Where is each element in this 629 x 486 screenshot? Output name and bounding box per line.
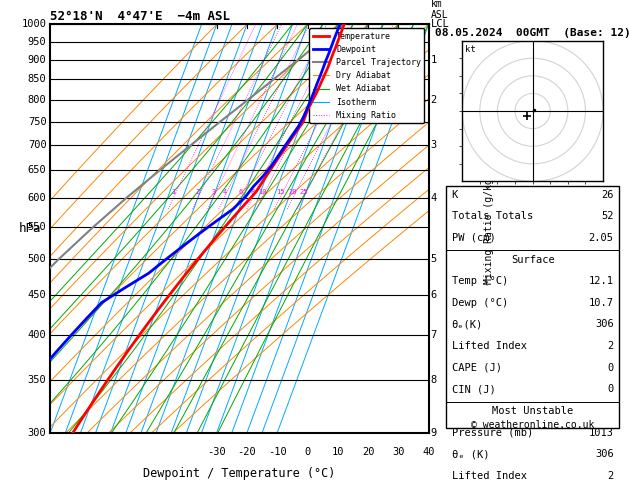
Text: 3: 3	[430, 140, 437, 150]
Text: -10: -10	[268, 447, 287, 457]
Text: Most Unstable: Most Unstable	[492, 406, 573, 416]
Text: K: K	[452, 190, 458, 200]
Text: CAPE (J): CAPE (J)	[452, 363, 501, 373]
Text: θₑ (K): θₑ (K)	[452, 449, 489, 459]
Text: θₑ(K): θₑ(K)	[452, 319, 483, 330]
Text: 20: 20	[362, 447, 374, 457]
Text: 0: 0	[608, 384, 614, 394]
Text: 52: 52	[601, 211, 614, 221]
Text: -30: -30	[208, 447, 226, 457]
Text: 20: 20	[289, 190, 298, 195]
Text: 52°18'N  4°47'E  −4m ASL: 52°18'N 4°47'E −4m ASL	[50, 10, 230, 23]
Text: 750: 750	[28, 117, 47, 127]
Text: 15: 15	[276, 190, 284, 195]
Text: 2: 2	[196, 190, 200, 195]
Text: CIN (J): CIN (J)	[452, 384, 495, 394]
Text: 25: 25	[299, 190, 308, 195]
Text: 10: 10	[331, 447, 344, 457]
Text: 0: 0	[304, 447, 311, 457]
Text: 550: 550	[28, 222, 47, 232]
Text: 08.05.2024  00GMT  (Base: 12): 08.05.2024 00GMT (Base: 12)	[435, 28, 629, 38]
Legend: Temperature, Dewpoint, Parcel Trajectory, Dry Adiabat, Wet Adiabat, Isotherm, Mi: Temperature, Dewpoint, Parcel Trajectory…	[309, 29, 425, 123]
Text: 6: 6	[430, 290, 437, 300]
Text: Mixing Ratio (g/kg): Mixing Ratio (g/kg)	[484, 173, 494, 284]
Text: 2.05: 2.05	[589, 233, 614, 243]
Text: 9: 9	[430, 428, 437, 437]
Text: hPa: hPa	[18, 222, 41, 235]
Text: 1: 1	[172, 190, 175, 195]
Text: Lifted Index: Lifted Index	[452, 471, 526, 481]
Text: 10.7: 10.7	[589, 298, 614, 308]
Text: 350: 350	[28, 375, 47, 385]
Text: 650: 650	[28, 165, 47, 175]
Text: 850: 850	[28, 74, 47, 85]
Text: 7: 7	[430, 330, 437, 340]
Text: Pressure (mb): Pressure (mb)	[452, 428, 533, 437]
Text: 4: 4	[430, 192, 437, 203]
Text: 6: 6	[238, 190, 243, 195]
Text: -20: -20	[238, 447, 257, 457]
Text: 8: 8	[430, 375, 437, 385]
Text: 0: 0	[608, 363, 614, 373]
Text: 450: 450	[28, 290, 47, 300]
Text: kt: kt	[465, 45, 476, 54]
Text: 306: 306	[595, 449, 614, 459]
Text: km
ASL: km ASL	[430, 0, 448, 20]
Text: 300: 300	[28, 428, 47, 437]
Text: 5: 5	[430, 254, 437, 264]
Text: PW (cm): PW (cm)	[452, 233, 495, 243]
Text: 26: 26	[601, 190, 614, 200]
Text: Lifted Index: Lifted Index	[452, 341, 526, 351]
Text: Totals Totals: Totals Totals	[452, 211, 533, 221]
Text: 306: 306	[595, 319, 614, 330]
Text: 1000: 1000	[21, 19, 47, 29]
Text: 4: 4	[222, 190, 226, 195]
Text: Dewpoint / Temperature (°C): Dewpoint / Temperature (°C)	[143, 467, 336, 480]
Text: LCL: LCL	[430, 19, 449, 29]
Text: 40: 40	[422, 447, 435, 457]
Text: 1: 1	[430, 55, 437, 65]
Text: © weatheronline.co.uk: © weatheronline.co.uk	[471, 420, 594, 431]
Text: 700: 700	[28, 140, 47, 150]
Text: 12.1: 12.1	[589, 276, 614, 286]
Text: 8: 8	[250, 190, 255, 195]
Text: 600: 600	[28, 192, 47, 203]
Text: 950: 950	[28, 36, 47, 47]
Text: 10: 10	[258, 190, 267, 195]
Text: Surface: Surface	[511, 255, 555, 264]
Text: 2: 2	[430, 95, 437, 105]
Text: 500: 500	[28, 254, 47, 264]
Text: 900: 900	[28, 55, 47, 65]
Text: 2: 2	[608, 341, 614, 351]
Text: 3: 3	[211, 190, 215, 195]
Text: 2: 2	[608, 471, 614, 481]
Text: Temp (°C): Temp (°C)	[452, 276, 508, 286]
Text: 800: 800	[28, 95, 47, 105]
Text: Dewp (°C): Dewp (°C)	[452, 298, 508, 308]
Text: 30: 30	[392, 447, 404, 457]
Text: 400: 400	[28, 330, 47, 340]
Text: 1013: 1013	[589, 428, 614, 437]
